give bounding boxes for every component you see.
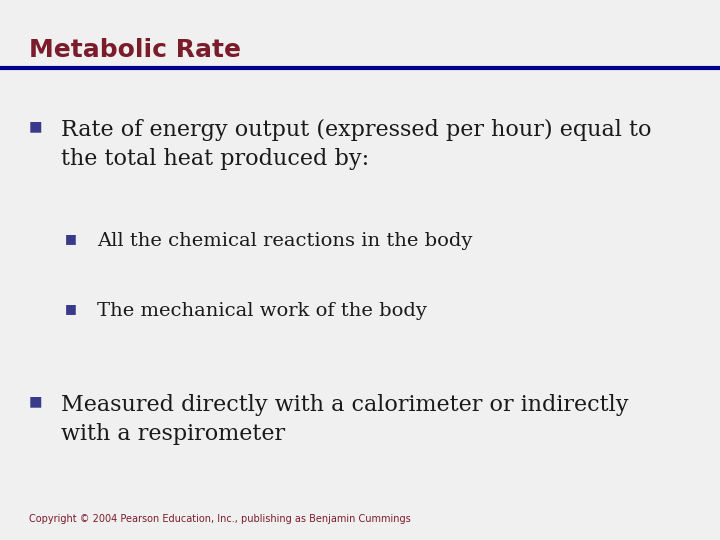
Text: ■: ■ — [29, 119, 42, 133]
Text: Rate of energy output (expressed per hour) equal to
the total heat produced by:: Rate of energy output (expressed per hou… — [61, 119, 652, 170]
Text: ■: ■ — [65, 302, 76, 315]
Text: Measured directly with a calorimeter or indirectly
with a respirometer: Measured directly with a calorimeter or … — [61, 394, 629, 445]
Text: ■: ■ — [65, 232, 76, 245]
Text: All the chemical reactions in the body: All the chemical reactions in the body — [97, 232, 472, 250]
Text: Copyright © 2004 Pearson Education, Inc., publishing as Benjamin Cummings: Copyright © 2004 Pearson Education, Inc.… — [29, 514, 410, 524]
Text: ■: ■ — [29, 394, 42, 408]
Text: Metabolic Rate: Metabolic Rate — [29, 38, 240, 62]
Text: The mechanical work of the body: The mechanical work of the body — [97, 302, 427, 320]
